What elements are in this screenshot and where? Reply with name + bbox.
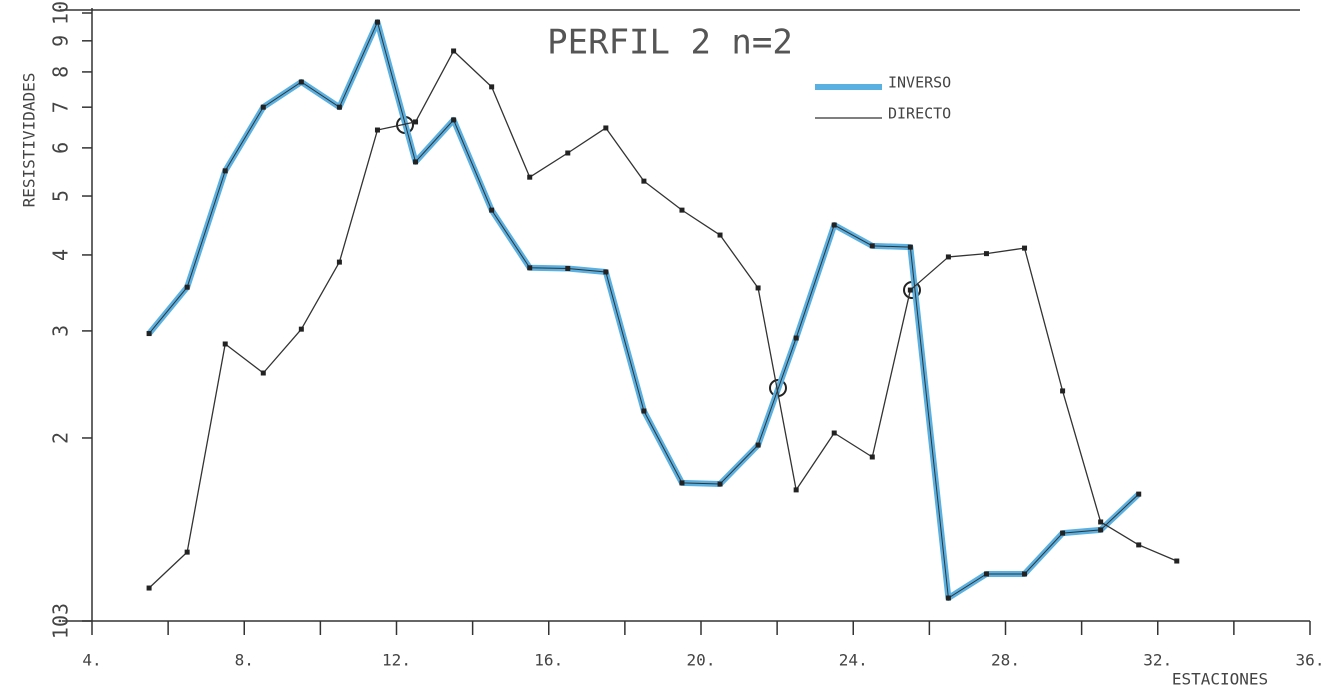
point xyxy=(717,232,723,238)
legend-label: DIRECTO xyxy=(888,105,951,123)
point xyxy=(1098,527,1104,533)
x-tick-label: 28. xyxy=(991,651,1020,670)
point xyxy=(260,104,266,110)
y-tick-label: 6 xyxy=(49,142,73,154)
point xyxy=(451,48,457,54)
point xyxy=(1098,519,1104,525)
point xyxy=(374,127,380,133)
x-tick-label: 20. xyxy=(687,651,716,670)
y-tick-label: 5 xyxy=(49,190,73,202)
point xyxy=(565,265,571,271)
y-tick-label: 8 xyxy=(49,66,73,78)
point xyxy=(679,480,685,486)
x-tick-label: 8. xyxy=(235,651,254,670)
point xyxy=(336,259,342,265)
point xyxy=(907,244,913,250)
point xyxy=(413,159,419,165)
point xyxy=(527,265,533,271)
chart-title: PERFIL 2 n=2 xyxy=(547,23,793,63)
point xyxy=(793,335,799,341)
y-tick-label: 2 xyxy=(49,432,73,444)
point xyxy=(1022,245,1028,251)
y-tick-label: 10 xyxy=(49,1,73,25)
point xyxy=(603,269,609,275)
point xyxy=(184,549,190,555)
point xyxy=(983,251,989,257)
x-axis-label: ESTACIONES xyxy=(1172,670,1268,689)
point xyxy=(869,243,875,249)
point xyxy=(1022,571,1028,577)
point xyxy=(679,207,685,213)
x-tick-label: 32. xyxy=(1143,651,1172,670)
point xyxy=(146,331,152,337)
point xyxy=(336,104,342,110)
point xyxy=(641,178,647,184)
point xyxy=(831,430,837,436)
y-tick-label: 103 xyxy=(49,603,73,639)
point xyxy=(907,287,913,293)
point xyxy=(527,174,533,180)
point xyxy=(184,284,190,290)
point xyxy=(1174,558,1180,564)
point xyxy=(298,326,304,332)
point xyxy=(298,79,304,85)
point xyxy=(146,585,152,591)
point xyxy=(983,571,989,577)
x-tick-label: 4. xyxy=(82,651,101,670)
y-tick-label: 7 xyxy=(49,101,73,113)
legend-label: INVERSO xyxy=(888,74,951,92)
point xyxy=(1136,491,1142,497)
point xyxy=(374,19,380,25)
y-axis-label: RESISTIVIDADES xyxy=(20,73,39,208)
point xyxy=(260,370,266,376)
point xyxy=(451,117,457,123)
point xyxy=(641,408,647,414)
point xyxy=(489,84,495,90)
x-tick-label: 16. xyxy=(534,651,563,670)
x-tick-label: 12. xyxy=(382,651,411,670)
point xyxy=(793,487,799,493)
point xyxy=(413,119,419,125)
point xyxy=(1136,542,1142,548)
point xyxy=(755,285,761,291)
y-tick-label: 4 xyxy=(49,249,73,261)
point xyxy=(945,595,951,601)
y-tick-label: 9 xyxy=(49,35,73,47)
point xyxy=(489,207,495,213)
point xyxy=(945,254,951,260)
point xyxy=(222,341,228,347)
point xyxy=(603,125,609,131)
point xyxy=(717,481,723,487)
point xyxy=(869,454,875,460)
x-tick-label: 36. xyxy=(1296,651,1325,670)
point xyxy=(831,222,837,228)
point xyxy=(755,442,761,448)
point xyxy=(1060,388,1066,394)
x-tick-label: 24. xyxy=(839,651,868,670)
point xyxy=(565,150,571,156)
point xyxy=(222,168,228,174)
y-tick-label: 3 xyxy=(49,325,73,337)
series-line xyxy=(148,50,1178,589)
point xyxy=(1060,530,1066,536)
